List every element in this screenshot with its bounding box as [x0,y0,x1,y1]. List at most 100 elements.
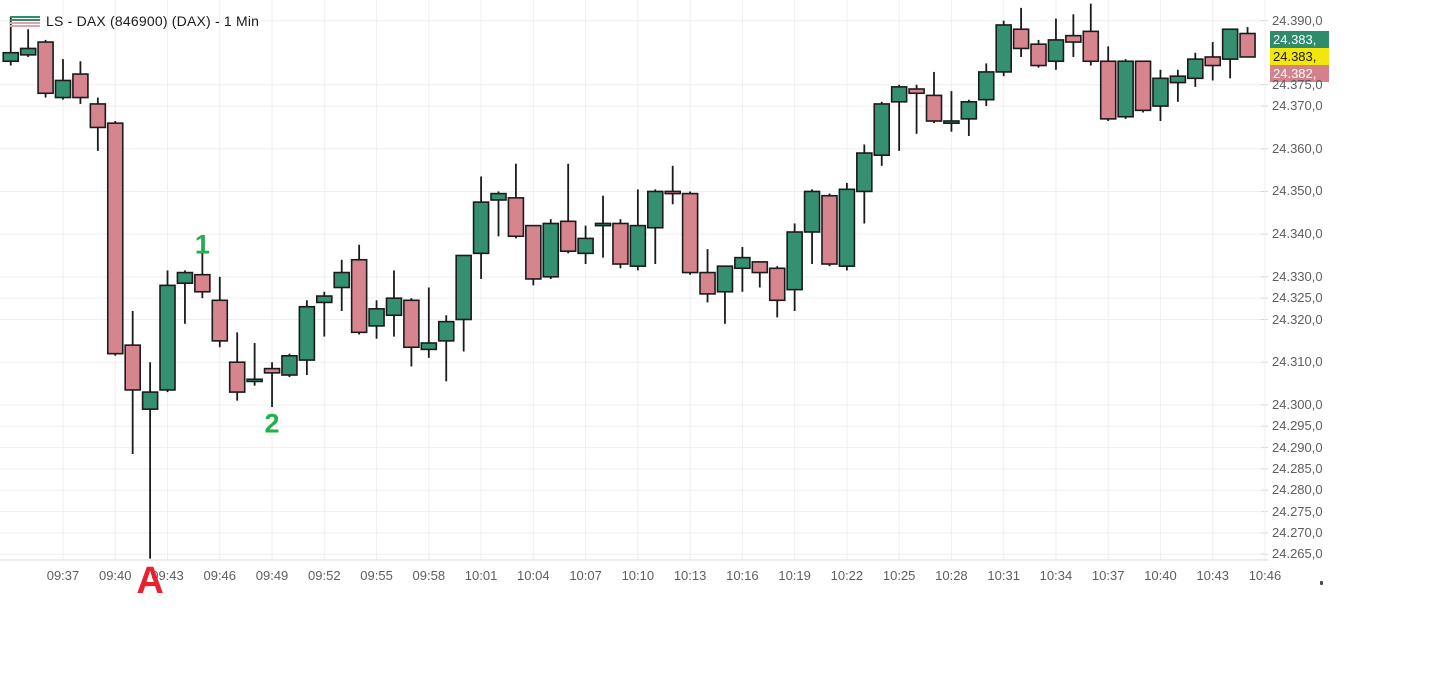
candle-body [1099,60,1117,120]
candle-body [908,88,925,95]
price-tick-label: 24.350,0 [1272,183,1323,199]
candle-body [699,271,716,295]
candle-body [403,299,420,349]
legend-up-line [10,16,40,18]
candle-body [577,237,594,255]
candle-body [681,192,699,274]
candle-body [525,224,542,280]
candle-body [594,222,612,227]
time-tick-label: 10:31 [987,568,1020,583]
candle-body [1187,58,1204,80]
candle-body [995,24,1012,73]
time-tick-label: 09:40 [98,568,132,583]
candle-body [37,41,54,95]
price-tick-label: 24.300,0 [1272,396,1323,412]
price-tick-label: 24.310,0 [1272,354,1323,370]
price-tick-label: 24.270,0 [1272,524,1323,540]
time-tick-label: 10:19 [778,568,811,583]
candle-body [72,73,89,99]
price-tick-label: 24.320,0 [1272,311,1323,327]
price-tick-label: 24.295,0 [1272,418,1323,434]
candle-body [821,194,838,265]
annotation-mark-1[interactable]: 1 [194,229,210,260]
candle-body [490,192,507,201]
time-tick-label: 09:55 [360,568,393,583]
candle-body [1047,39,1065,63]
time-tick-label: 10:07 [569,568,602,583]
annotation-mark-A[interactable]: A [136,560,164,602]
price-tick-label: 24.330,0 [1272,268,1323,284]
time-tick-label: 10:34 [1039,568,1073,583]
bid-price-badge: 24.382, [1270,65,1329,82]
candle-body [890,86,908,103]
candle-body [1065,34,1082,43]
price-tick-label: 24.265,0 [1272,546,1323,562]
candle-body [194,273,211,293]
candle-body [141,391,159,410]
candle-body [856,152,873,193]
candle-body [281,355,298,376]
candle-body [1221,28,1239,60]
candle-body [315,295,333,304]
price-tick-label: 24.325,0 [1272,290,1323,306]
last-price-badge: 24.383, [1270,48,1329,65]
candle-body [977,71,995,101]
chart-header: LS - DAX (846900) (DAX) - 1 Min [10,13,259,29]
candle-body [176,271,194,285]
candle-body [664,190,682,195]
candle-body [263,367,281,374]
candle-body [1117,60,1134,118]
price-tick-label: 24.285,0 [1272,460,1323,476]
candle-body [159,284,176,391]
time-tick-label: 10:22 [830,568,864,583]
legend-down-line [10,22,40,24]
price-tick-label: 24.375,0 [1272,76,1323,92]
time-tick-label: 09:46 [203,568,237,583]
candle-body [19,47,37,56]
candle-body [751,261,769,274]
price-tick-label: 24.360,0 [1272,140,1323,156]
candle-body [960,101,978,120]
candle-body [350,258,368,334]
candle-body [2,51,20,63]
price-tick-label: 24.340,0 [1272,226,1323,242]
time-tick-label: 09:43 [151,568,184,583]
legend-up-line2 [10,19,40,21]
time-tick-label: 10:46 [1248,568,1282,583]
price-tick-label: 24.290,0 [1272,439,1323,455]
candle-body [1134,60,1152,112]
time-tick-label: 10:43 [1196,568,1229,583]
candle-body [385,297,403,317]
candle-body [368,308,385,327]
price-tick-label: 24.370,0 [1272,98,1323,114]
candle-body [333,271,351,289]
candle-body [838,188,856,267]
candle-body [1239,32,1256,58]
candle-body [124,344,141,391]
candle-body [1012,28,1030,50]
candle-body [89,103,107,129]
annotation-mark-2[interactable]: 2 [264,408,280,439]
candle-body [1030,43,1047,67]
time-tick-label: 09:52 [308,568,341,583]
time-tick-label: 10:37 [1091,568,1125,583]
candle-body [559,220,577,253]
time-tick-label: 09:58 [412,568,446,583]
ask-price-badge: 24.383, [1270,31,1329,48]
candle-body [54,79,72,99]
candle-body [472,201,490,255]
legend-down-line2 [10,25,40,27]
candle-body [925,94,943,122]
candlestick-series-icon [10,15,40,27]
candle-body [646,190,664,229]
time-tick-label: 10:40 [1144,568,1177,583]
candle-body [420,342,438,351]
candle-body [246,378,263,383]
candle-body [542,222,560,278]
price-tick-label: 24.280,0 [1272,482,1323,498]
candle-body [803,190,821,233]
cursor-dot [1320,581,1323,585]
candle-body [507,197,525,238]
